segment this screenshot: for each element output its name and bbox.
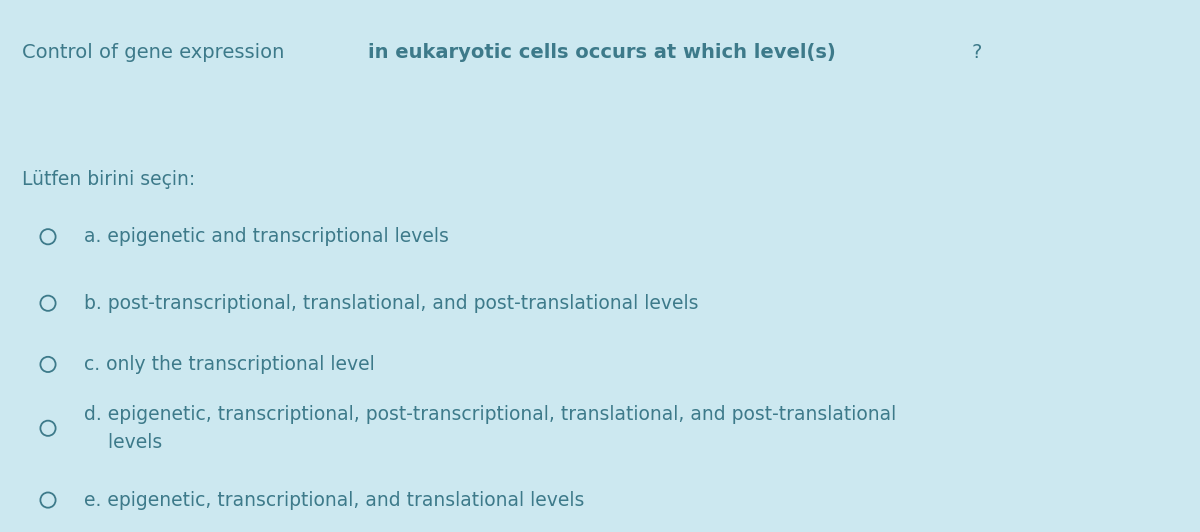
- Text: c. only the transcriptional level: c. only the transcriptional level: [84, 355, 374, 374]
- Text: Lütfen birini seçin:: Lütfen birini seçin:: [22, 170, 194, 189]
- Point: [38, 232, 58, 241]
- Point: [38, 496, 58, 504]
- Text: ?: ?: [972, 43, 982, 62]
- Text: Control of gene expression: Control of gene expression: [22, 43, 290, 62]
- Point: [38, 360, 58, 369]
- Text: in eukaryotic cells occurs at which level(s): in eukaryotic cells occurs at which leve…: [368, 43, 836, 62]
- Text: d. epigenetic, transcriptional, post-transcriptional, translational, and post-tr: d. epigenetic, transcriptional, post-tra…: [84, 405, 896, 452]
- Text: e. epigenetic, transcriptional, and translational levels: e. epigenetic, transcriptional, and tran…: [84, 491, 584, 510]
- Point: [38, 299, 58, 307]
- Text: a. epigenetic and transcriptional levels: a. epigenetic and transcriptional levels: [84, 227, 449, 246]
- Point: [38, 424, 58, 433]
- Text: b. post-transcriptional, translational, and post-translational levels: b. post-transcriptional, translational, …: [84, 294, 698, 313]
